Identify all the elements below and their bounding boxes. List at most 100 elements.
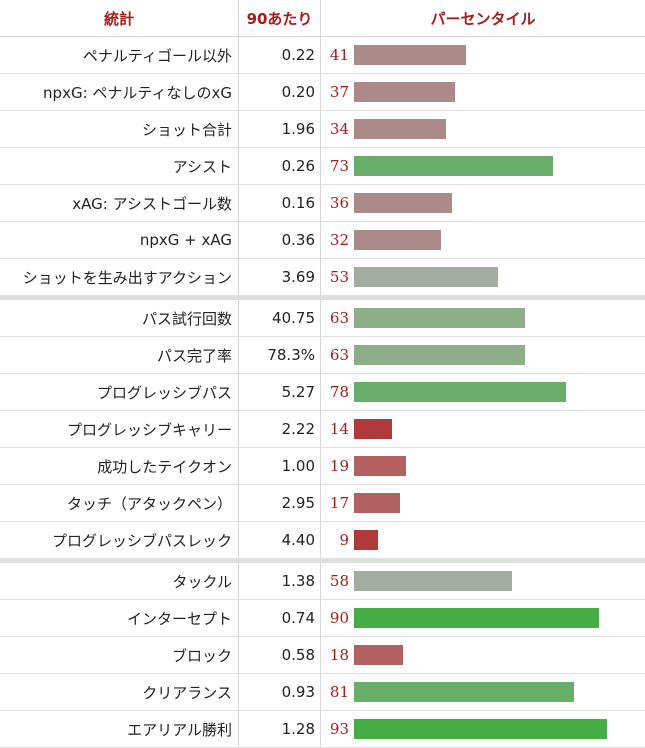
header-per90[interactable]: 90あたり (238, 0, 321, 36)
per90-value: 1.00 (238, 448, 321, 484)
per90-value: 0.22 (238, 37, 321, 73)
percentile-bar (354, 682, 574, 702)
group-separator (0, 296, 645, 300)
percentile-bar (354, 719, 607, 739)
percentile-value: 93 (329, 720, 349, 738)
stat-label: アシスト (172, 157, 232, 176)
table-row: ショット合計 1.96 34 (0, 111, 645, 148)
percentile-value: 63 (329, 346, 349, 364)
percentile-value: 32 (329, 231, 349, 249)
header-stat[interactable]: 統計 (103, 9, 134, 28)
table-row: タッチ（アタックペン） 2.95 17 (0, 485, 645, 522)
stat-label: プログレッシブパス (96, 383, 232, 402)
per90-value: 1.96 (238, 111, 321, 147)
per90-value: 4.40 (238, 522, 321, 558)
percentile-cell: 81 (321, 674, 645, 710)
percentile-value: 18 (329, 646, 349, 664)
stat-label: npxG + xAG (139, 231, 232, 249)
percentile-cell: 17 (321, 485, 645, 521)
per90-value: 0.74 (238, 600, 321, 636)
percentile-cell: 63 (321, 300, 645, 336)
stat-label: ブロック (171, 646, 232, 665)
percentile-cell: 58 (321, 563, 645, 599)
table-row: パス完了率 78.3% 63 (0, 337, 645, 374)
percentile-bar (354, 193, 452, 213)
percentile-cell: 93 (321, 711, 645, 747)
percentile-value: 73 (329, 157, 349, 175)
percentile-value: 53 (329, 268, 349, 286)
stat-label: インターセプト (126, 609, 232, 628)
percentile-value: 17 (329, 494, 349, 512)
percentile-cell: 36 (321, 185, 645, 221)
percentile-bar (354, 571, 512, 591)
stat-label: xAG: アシストゴール数 (72, 194, 232, 213)
stat-label: ペナルティゴール以外 (82, 46, 232, 65)
percentile-value: 36 (329, 194, 349, 212)
percentile-bar (354, 119, 446, 139)
percentile-bar (354, 530, 378, 550)
percentile-bar (354, 156, 553, 176)
percentile-cell: 14 (321, 411, 645, 447)
percentile-bar (354, 456, 406, 476)
per90-value: 2.22 (238, 411, 321, 447)
percentile-cell: 34 (321, 111, 645, 147)
percentile-cell: 32 (321, 222, 645, 258)
percentile-cell: 63 (321, 337, 645, 373)
per90-value: 78.3% (238, 337, 321, 373)
table-row: クリアランス 0.93 81 (0, 674, 645, 711)
percentile-value: 41 (329, 46, 349, 64)
per90-value: 5.27 (238, 374, 321, 410)
table-row: パス試行回数 40.75 63 (0, 300, 645, 337)
table-row: ショットを生み出すアクション 3.69 53 (0, 259, 645, 296)
stat-label: 成功したテイクオン (97, 457, 232, 476)
table-row: プログレッシブパス 5.27 78 (0, 374, 645, 411)
table-row: インターセプト 0.74 90 (0, 600, 645, 637)
percentile-bar (354, 230, 441, 250)
per90-value: 3.69 (238, 259, 321, 295)
percentile-cell: 78 (321, 374, 645, 410)
percentile-value: 9 (339, 531, 349, 549)
stat-label: タックル (172, 572, 232, 591)
percentile-cell: 18 (321, 637, 645, 673)
percentile-bar (354, 308, 525, 328)
stat-label: プログレッシブキャリー (66, 420, 232, 439)
percentile-cell: 90 (321, 600, 645, 636)
percentile-cell: 41 (321, 37, 645, 73)
percentile-bar (354, 493, 400, 513)
stat-label: エアリアル勝利 (127, 720, 232, 739)
per90-value: 0.26 (238, 148, 321, 184)
table-row: ペナルティゴール以外 0.22 41 (0, 37, 645, 74)
percentile-value: 81 (329, 683, 349, 701)
per90-value: 0.16 (238, 185, 321, 221)
table-row: npxG: ペナルティなしのxG 0.20 37 (0, 74, 645, 111)
percentile-value: 58 (329, 572, 349, 590)
percentile-bar (354, 82, 455, 102)
table-row: ブロック 0.58 18 (0, 637, 645, 674)
per90-value: 40.75 (238, 300, 321, 336)
percentile-bar (354, 645, 403, 665)
table-row: エアリアル勝利 1.28 93 (0, 711, 645, 748)
percentile-cell: 37 (321, 74, 645, 110)
percentile-bar (354, 419, 392, 439)
per90-value: 2.95 (238, 485, 321, 521)
stat-label: ショットを生み出すアクション (22, 268, 232, 287)
table-body: ペナルティゴール以外 0.22 41 npxG: ペナルティなしのxG 0.20 37 ショ… (0, 37, 645, 748)
table-row: タックル 1.38 58 (0, 563, 645, 600)
stat-label: クリアランス (142, 683, 232, 702)
table-row: xAG: アシストゴール数 0.16 36 (0, 185, 645, 222)
group-separator (0, 559, 645, 563)
per90-value: 0.58 (238, 637, 321, 673)
percentile-cell: 19 (321, 448, 645, 484)
percentile-cell: 9 (321, 522, 645, 558)
percentile-bar (354, 45, 466, 65)
per90-value: 1.28 (238, 711, 321, 747)
stat-label: パス完了率 (156, 346, 232, 365)
percentile-value: 14 (329, 420, 349, 438)
percentile-bar (354, 267, 498, 287)
percentile-value: 19 (329, 457, 349, 475)
percentile-cell: 73 (321, 148, 645, 184)
percentile-value: 78 (329, 383, 349, 401)
header-percentile[interactable]: パーセンタイル (430, 9, 536, 28)
per90-value: 1.38 (238, 563, 321, 599)
